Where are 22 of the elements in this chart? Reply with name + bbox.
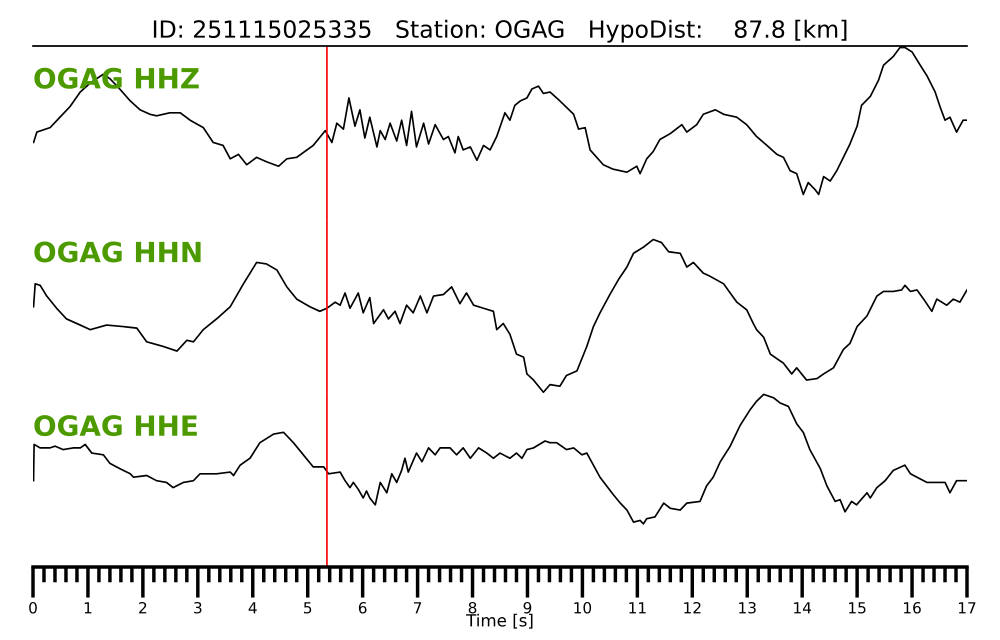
annotation: OGAG HHN xyxy=(34,241,201,262)
x-tick-label: 3 xyxy=(194,602,202,614)
x-tick-label: 0 xyxy=(29,602,37,614)
x-tick-label: 16 xyxy=(904,602,921,614)
x-tick-label: 4 xyxy=(248,602,257,614)
x-tick-label: 6 xyxy=(358,602,367,614)
chart-title: ID: 251115025335 Station: OGAG HypoDist: 87.8 [km] xyxy=(154,20,846,43)
x-tick-label: 5 xyxy=(304,602,312,614)
x-tick-label: 17 xyxy=(958,602,976,614)
x-tick-label: 9 xyxy=(524,602,532,614)
x-tick-label: 15 xyxy=(849,602,866,614)
x-tick-label: 13 xyxy=(739,602,756,614)
x-tick-label: 12 xyxy=(684,602,700,614)
x-tick-label: 8 xyxy=(468,602,476,614)
x-axis-title: Time [s] xyxy=(466,614,532,629)
x-tick-label: 2 xyxy=(139,602,146,614)
x-tick-label: 10 xyxy=(574,602,592,614)
x-tick-label: 1 xyxy=(84,602,92,614)
x-tick-label: 14 xyxy=(794,602,812,614)
x-tick-label: 11 xyxy=(629,602,646,614)
x-tick-label: 7 xyxy=(414,602,422,614)
annotation: OGAG HHE xyxy=(34,415,197,436)
